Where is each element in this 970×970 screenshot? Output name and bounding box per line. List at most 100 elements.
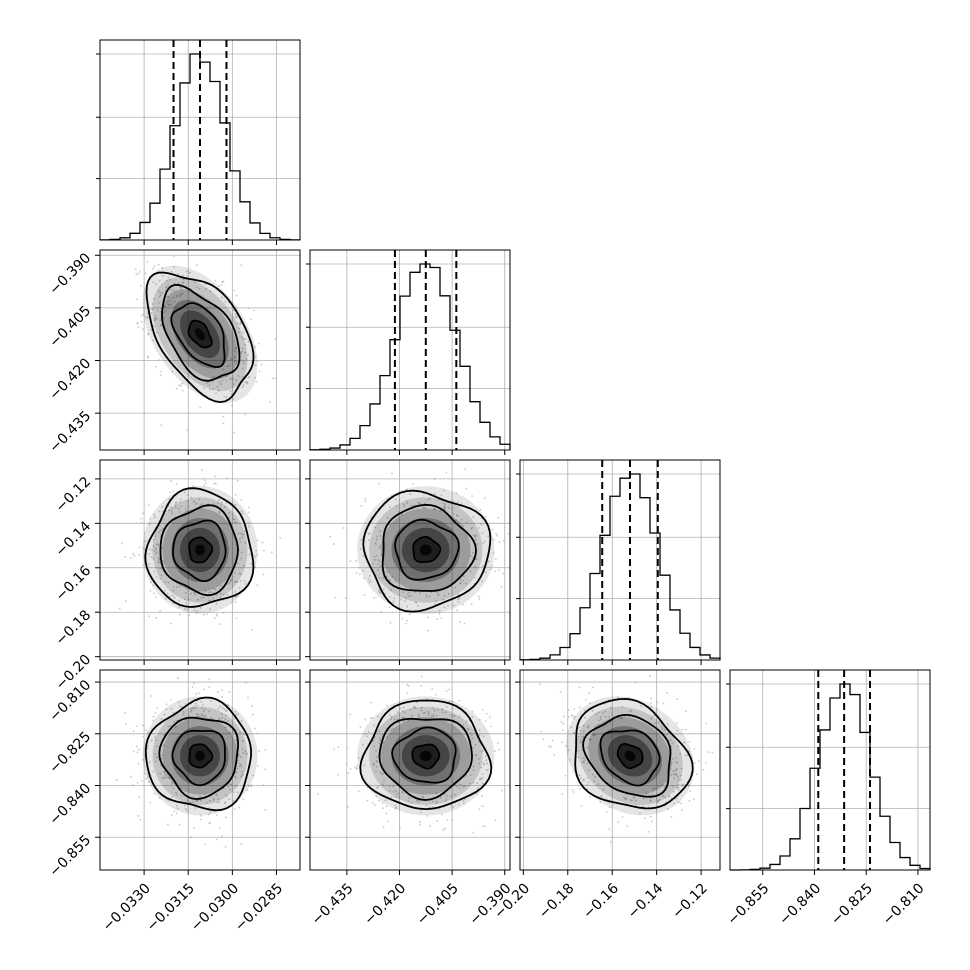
sample-point: [588, 692, 591, 695]
sample-point: [469, 732, 472, 735]
sample-point: [220, 284, 223, 287]
sample-point: [481, 532, 484, 535]
sample-point: [490, 725, 493, 728]
sample-point: [225, 709, 228, 712]
sample-point: [199, 504, 202, 507]
sample-point: [224, 301, 227, 303]
sample-point: [174, 726, 176, 729]
sample-point: [567, 708, 570, 711]
sample-point: [232, 383, 235, 385]
sample-point: [388, 595, 391, 598]
sample-point: [178, 501, 181, 504]
scatter-panel-3-2: [309, 459, 511, 661]
sample-point: [240, 264, 243, 266]
sample-point: [212, 503, 215, 506]
sample-point: [154, 365, 157, 368]
sample-point: [162, 744, 165, 747]
sample-point: [204, 590, 207, 592]
sample-point: [360, 504, 362, 507]
sample-point: [200, 700, 203, 703]
sample-point: [164, 580, 167, 583]
sample-point: [647, 830, 650, 833]
sample-point: [172, 787, 175, 790]
sample-point: [391, 472, 393, 475]
scatter-panel-4-2: [309, 669, 511, 871]
sample-point: [182, 292, 184, 295]
sample-point: [599, 723, 601, 726]
sample-point: [155, 331, 158, 334]
sample-point: [417, 501, 420, 504]
sample-point: [228, 798, 231, 801]
sample-point: [642, 805, 645, 808]
sample-point: [210, 700, 212, 702]
sample-point: [374, 526, 377, 529]
sample-point: [200, 799, 202, 802]
sample-point: [389, 789, 392, 792]
sample-point: [584, 716, 586, 719]
sample-point: [146, 744, 149, 747]
sample-point: [487, 535, 490, 538]
x-tick-label: −0.840: [776, 880, 824, 928]
sample-point: [224, 726, 227, 729]
sample-point: [244, 413, 247, 416]
sample-point: [154, 736, 157, 739]
sample-point: [428, 497, 431, 500]
sample-point: [254, 364, 257, 367]
sample-point: [591, 709, 594, 712]
sample-point: [447, 506, 450, 509]
sample-point: [160, 757, 163, 760]
sample-point: [170, 707, 173, 710]
contour-line-1: [144, 696, 253, 812]
sample-point: [477, 758, 480, 760]
sample-point: [424, 506, 427, 509]
sample-point: [248, 553, 251, 556]
sample-point: [675, 761, 678, 764]
sample-point: [222, 280, 225, 283]
sample-point: [390, 796, 393, 799]
sample-point: [137, 273, 140, 276]
sample-point: [408, 591, 411, 594]
sample-point: [143, 532, 146, 535]
sample-point: [158, 295, 161, 298]
sample-point: [436, 820, 439, 822]
sample-point: [476, 542, 479, 545]
sample-point: [162, 311, 165, 314]
sample-point: [677, 779, 680, 781]
sample-point: [480, 523, 483, 526]
sample-point: [675, 721, 678, 724]
sample-point: [242, 752, 244, 754]
sample-point: [151, 549, 153, 552]
sample-point: [698, 760, 700, 763]
sample-point: [193, 682, 195, 685]
sample-point: [602, 788, 605, 791]
sample-point: [176, 294, 179, 297]
sample-point: [453, 793, 456, 796]
sample-point: [458, 783, 461, 786]
sample-point: [142, 564, 145, 567]
sample-point: [373, 724, 376, 727]
sample-point: [444, 508, 447, 511]
sample-point: [484, 720, 487, 722]
sample-point: [157, 263, 160, 266]
sample-point: [146, 747, 149, 749]
sample-point: [146, 356, 149, 359]
sample-point: [158, 510, 161, 513]
sample-point: [154, 752, 157, 755]
contour-line-1: [145, 271, 255, 404]
sample-point: [402, 503, 405, 506]
sample-point: [115, 779, 118, 781]
sample-point: [463, 785, 466, 787]
sample-point: [187, 714, 190, 717]
sample-point: [608, 716, 611, 718]
sample-point: [136, 781, 139, 784]
sample-point: [406, 683, 409, 686]
sample-point: [459, 578, 462, 581]
sample-point: [201, 707, 203, 709]
sample-point: [201, 469, 204, 471]
sample-point: [457, 593, 460, 596]
sample-point: [150, 329, 153, 332]
sample-point: [388, 523, 391, 526]
sample-point: [470, 734, 473, 737]
sample-point: [356, 764, 359, 767]
sample-point: [166, 301, 169, 303]
